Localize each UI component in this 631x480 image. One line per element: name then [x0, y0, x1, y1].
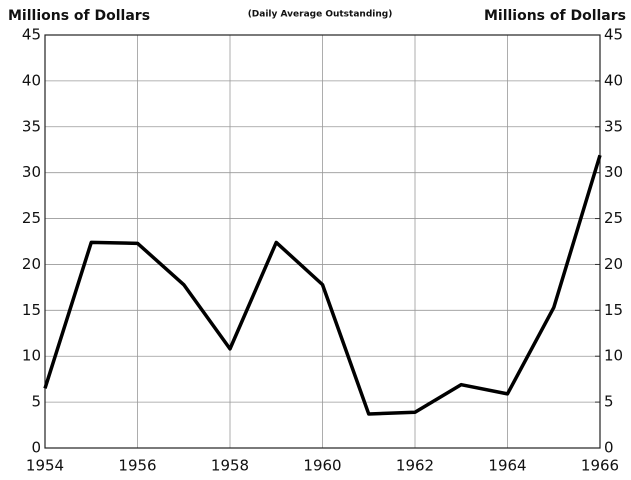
x-tick-label: 1962	[396, 457, 434, 475]
x-tick-label: 1956	[118, 457, 156, 475]
y-tick-label: 15	[22, 301, 41, 319]
y2-tick-label: 20	[604, 255, 623, 273]
y2-tick-label: 0	[604, 439, 614, 457]
y-axis-label: Millions of Dollars	[8, 8, 150, 24]
y2-tick-label: 15	[604, 301, 623, 319]
data-line	[43, 154, 602, 416]
y-tick-label: 35	[22, 117, 41, 135]
y2-tick-label: 30	[604, 163, 623, 181]
y2-tick-label: 45	[604, 26, 623, 44]
y2-tick-label: 40	[604, 71, 623, 89]
y2-tick-label: 35	[604, 117, 623, 135]
y2-axis-label: Millions of Dollars	[484, 8, 626, 24]
y-tick-label: 40	[22, 71, 41, 89]
y-tick-label: 45	[22, 26, 41, 44]
x-tick-label: 1954	[26, 457, 64, 475]
x-tick-label: 1960	[303, 457, 341, 475]
plot-frame	[44, 34, 601, 449]
x-tick-label: 1966	[581, 457, 619, 475]
subtitle: (Daily Average Outstanding)	[248, 10, 393, 20]
y-tick-label: 10	[22, 347, 41, 365]
y2-tick-label: 10	[604, 347, 623, 365]
y2-tick-label: 5	[604, 393, 614, 411]
y-tick-label: 25	[22, 209, 41, 227]
y-tick-label: 0	[31, 439, 41, 457]
y2-tick-label: 25	[604, 209, 623, 227]
x-tick-label: 1964	[488, 457, 526, 475]
y-tick-label: 5	[31, 393, 41, 411]
y-tick-label: 30	[22, 163, 41, 181]
x-tick-label: 1958	[211, 457, 249, 475]
y-tick-label: 20	[22, 255, 41, 273]
